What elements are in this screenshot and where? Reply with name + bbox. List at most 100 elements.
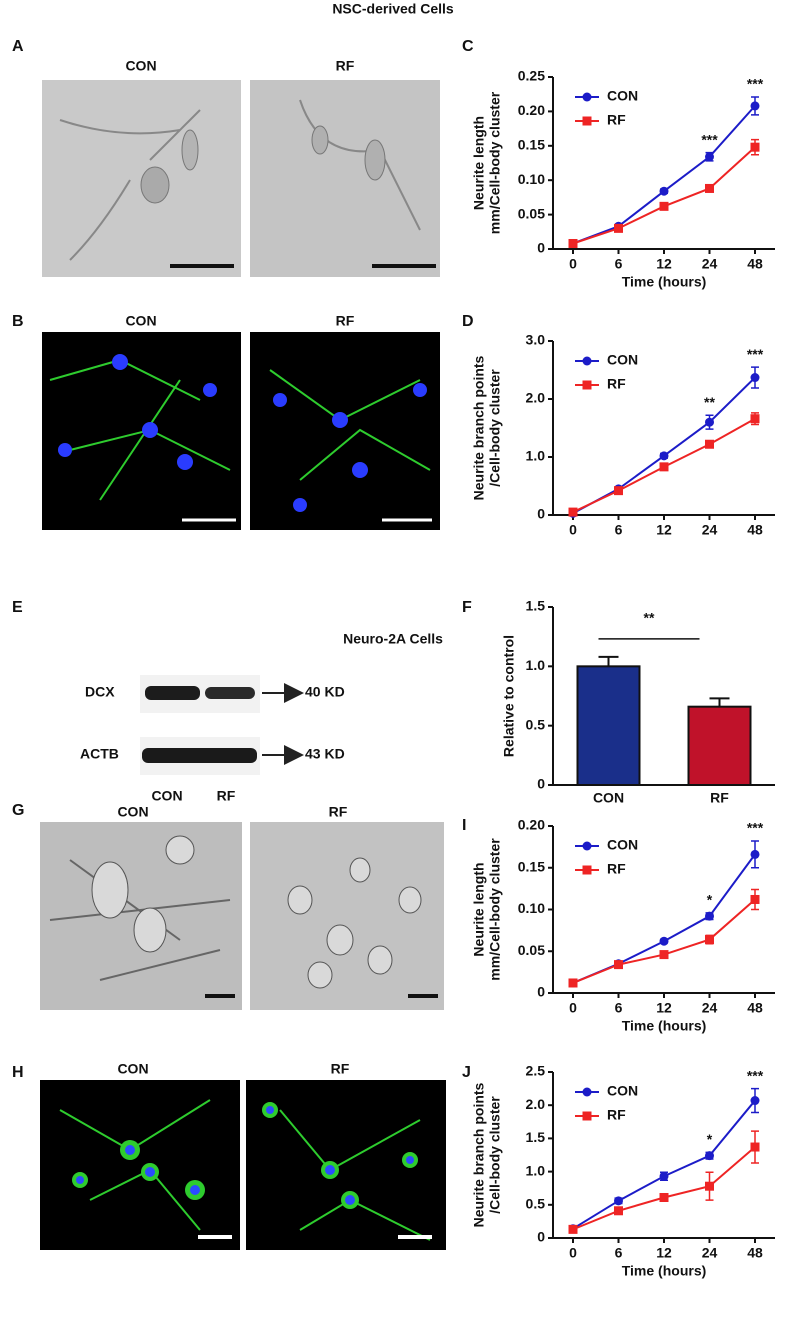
x-tick-label: 48	[747, 522, 763, 538]
data-point	[750, 1142, 760, 1152]
x-tick-label: 24	[702, 1245, 718, 1261]
data-point	[705, 183, 714, 193]
x-tick-label: 0	[569, 1000, 577, 1016]
panel-letter: I	[462, 817, 466, 834]
data-point	[568, 238, 578, 248]
legend-label: RF	[607, 861, 626, 877]
y-tick-label: 2.5	[526, 1063, 546, 1079]
legend-label: CON	[607, 352, 638, 368]
x-tick-label: 24	[702, 256, 718, 272]
legend-marker	[582, 92, 592, 102]
x-tick-label: 12	[656, 1245, 672, 1261]
data-point	[750, 849, 760, 859]
data-point	[659, 1192, 669, 1202]
y-tick-label: 1.0	[526, 448, 546, 464]
data-point	[659, 1171, 669, 1181]
panel-letter: J	[462, 1064, 471, 1081]
y-axis-label: Neurite length	[471, 862, 487, 956]
panel-letter: A	[12, 38, 24, 55]
series-line	[572, 105, 756, 245]
y-tick-label: 1.5	[526, 598, 546, 614]
data-point	[568, 507, 578, 517]
data-point	[750, 1096, 760, 1106]
y-axis-label: /Cell-body cluster	[487, 369, 503, 487]
bar	[687, 705, 752, 786]
x-tick-label: 0	[569, 256, 577, 272]
legend-marker	[582, 116, 592, 126]
x-tick-label: 24	[702, 1000, 718, 1016]
panel-letter: F	[462, 599, 472, 616]
data-point	[659, 950, 669, 960]
y-axis-label: Relative to control	[501, 635, 517, 757]
data-point	[614, 960, 623, 970]
x-tick-label: 0	[569, 1245, 577, 1261]
y-tick-label: 2.0	[526, 1096, 546, 1112]
data-point	[614, 223, 623, 233]
significance: ***	[701, 131, 718, 147]
image-label: CON	[125, 58, 156, 74]
series-line	[572, 1146, 756, 1231]
x-tick-label: 0	[569, 522, 577, 538]
series-line	[572, 853, 756, 984]
x-tick-label: RF	[710, 790, 729, 806]
panel-letter: H	[12, 1064, 24, 1081]
y-tick-label: 1.5	[526, 1129, 546, 1145]
significance: *	[707, 1131, 713, 1147]
x-tick-label: 6	[615, 1000, 623, 1016]
y-tick-label: 0	[537, 776, 545, 792]
y-tick-label: 0.20	[518, 817, 545, 833]
blot-row: DCX	[85, 684, 115, 700]
x-axis-label: Time (hours)	[622, 1263, 707, 1279]
significance: ***	[747, 76, 764, 92]
panel-letter: G	[12, 802, 24, 819]
x-tick-label: 6	[615, 256, 623, 272]
panel-letter: B	[12, 313, 24, 330]
panel-letter: C	[462, 38, 474, 55]
data-point	[659, 936, 669, 946]
y-tick-label: 1.0	[526, 657, 546, 673]
x-tick-label: 12	[656, 522, 672, 538]
y-tick-label: 0.15	[518, 858, 545, 874]
data-point	[568, 978, 578, 988]
image-label: RF	[336, 58, 355, 74]
x-tick-label: CON	[593, 790, 624, 806]
y-tick-label: 0.25	[518, 68, 545, 84]
series-line	[572, 1099, 756, 1230]
image-label: RF	[329, 804, 348, 820]
data-point	[750, 142, 760, 152]
legend-label: RF	[607, 112, 626, 128]
legend-marker	[582, 1087, 592, 1097]
data-point	[614, 486, 623, 496]
image-label: RF	[336, 313, 355, 329]
legend-label: CON	[607, 88, 638, 104]
blot-size: 40 KD	[305, 684, 345, 700]
legend-marker	[582, 380, 592, 390]
legend-marker	[582, 356, 592, 366]
blot	[140, 675, 304, 775]
data-point	[659, 186, 669, 196]
y-tick-label: 0.05	[518, 205, 545, 221]
legend-label: RF	[607, 376, 626, 392]
y-axis-label: Neurite branch points	[471, 355, 487, 500]
blot-lane: CON	[151, 788, 182, 804]
significance: **	[704, 394, 715, 410]
data-point	[705, 439, 714, 449]
micrograph	[40, 822, 444, 1010]
bar	[576, 665, 641, 786]
image-label: CON	[117, 1061, 148, 1077]
x-tick-label: 6	[615, 522, 623, 538]
y-axis-label: mm/Cell-body cluster	[487, 91, 503, 234]
y-tick-label: 2.0	[526, 390, 546, 406]
y-tick-label: 0	[537, 984, 545, 1000]
panel-letter: E	[12, 599, 23, 616]
y-tick-label: 0.05	[518, 942, 545, 958]
x-axis-label: Time (hours)	[622, 274, 707, 290]
micrograph	[42, 80, 440, 277]
data-point	[750, 373, 760, 383]
error-bar	[598, 655, 619, 667]
significance: ***	[747, 346, 764, 362]
panel-letter: D	[462, 313, 474, 330]
y-tick-label: 1.0	[526, 1162, 546, 1178]
significance: ***	[747, 820, 764, 836]
legend-marker	[582, 865, 592, 875]
